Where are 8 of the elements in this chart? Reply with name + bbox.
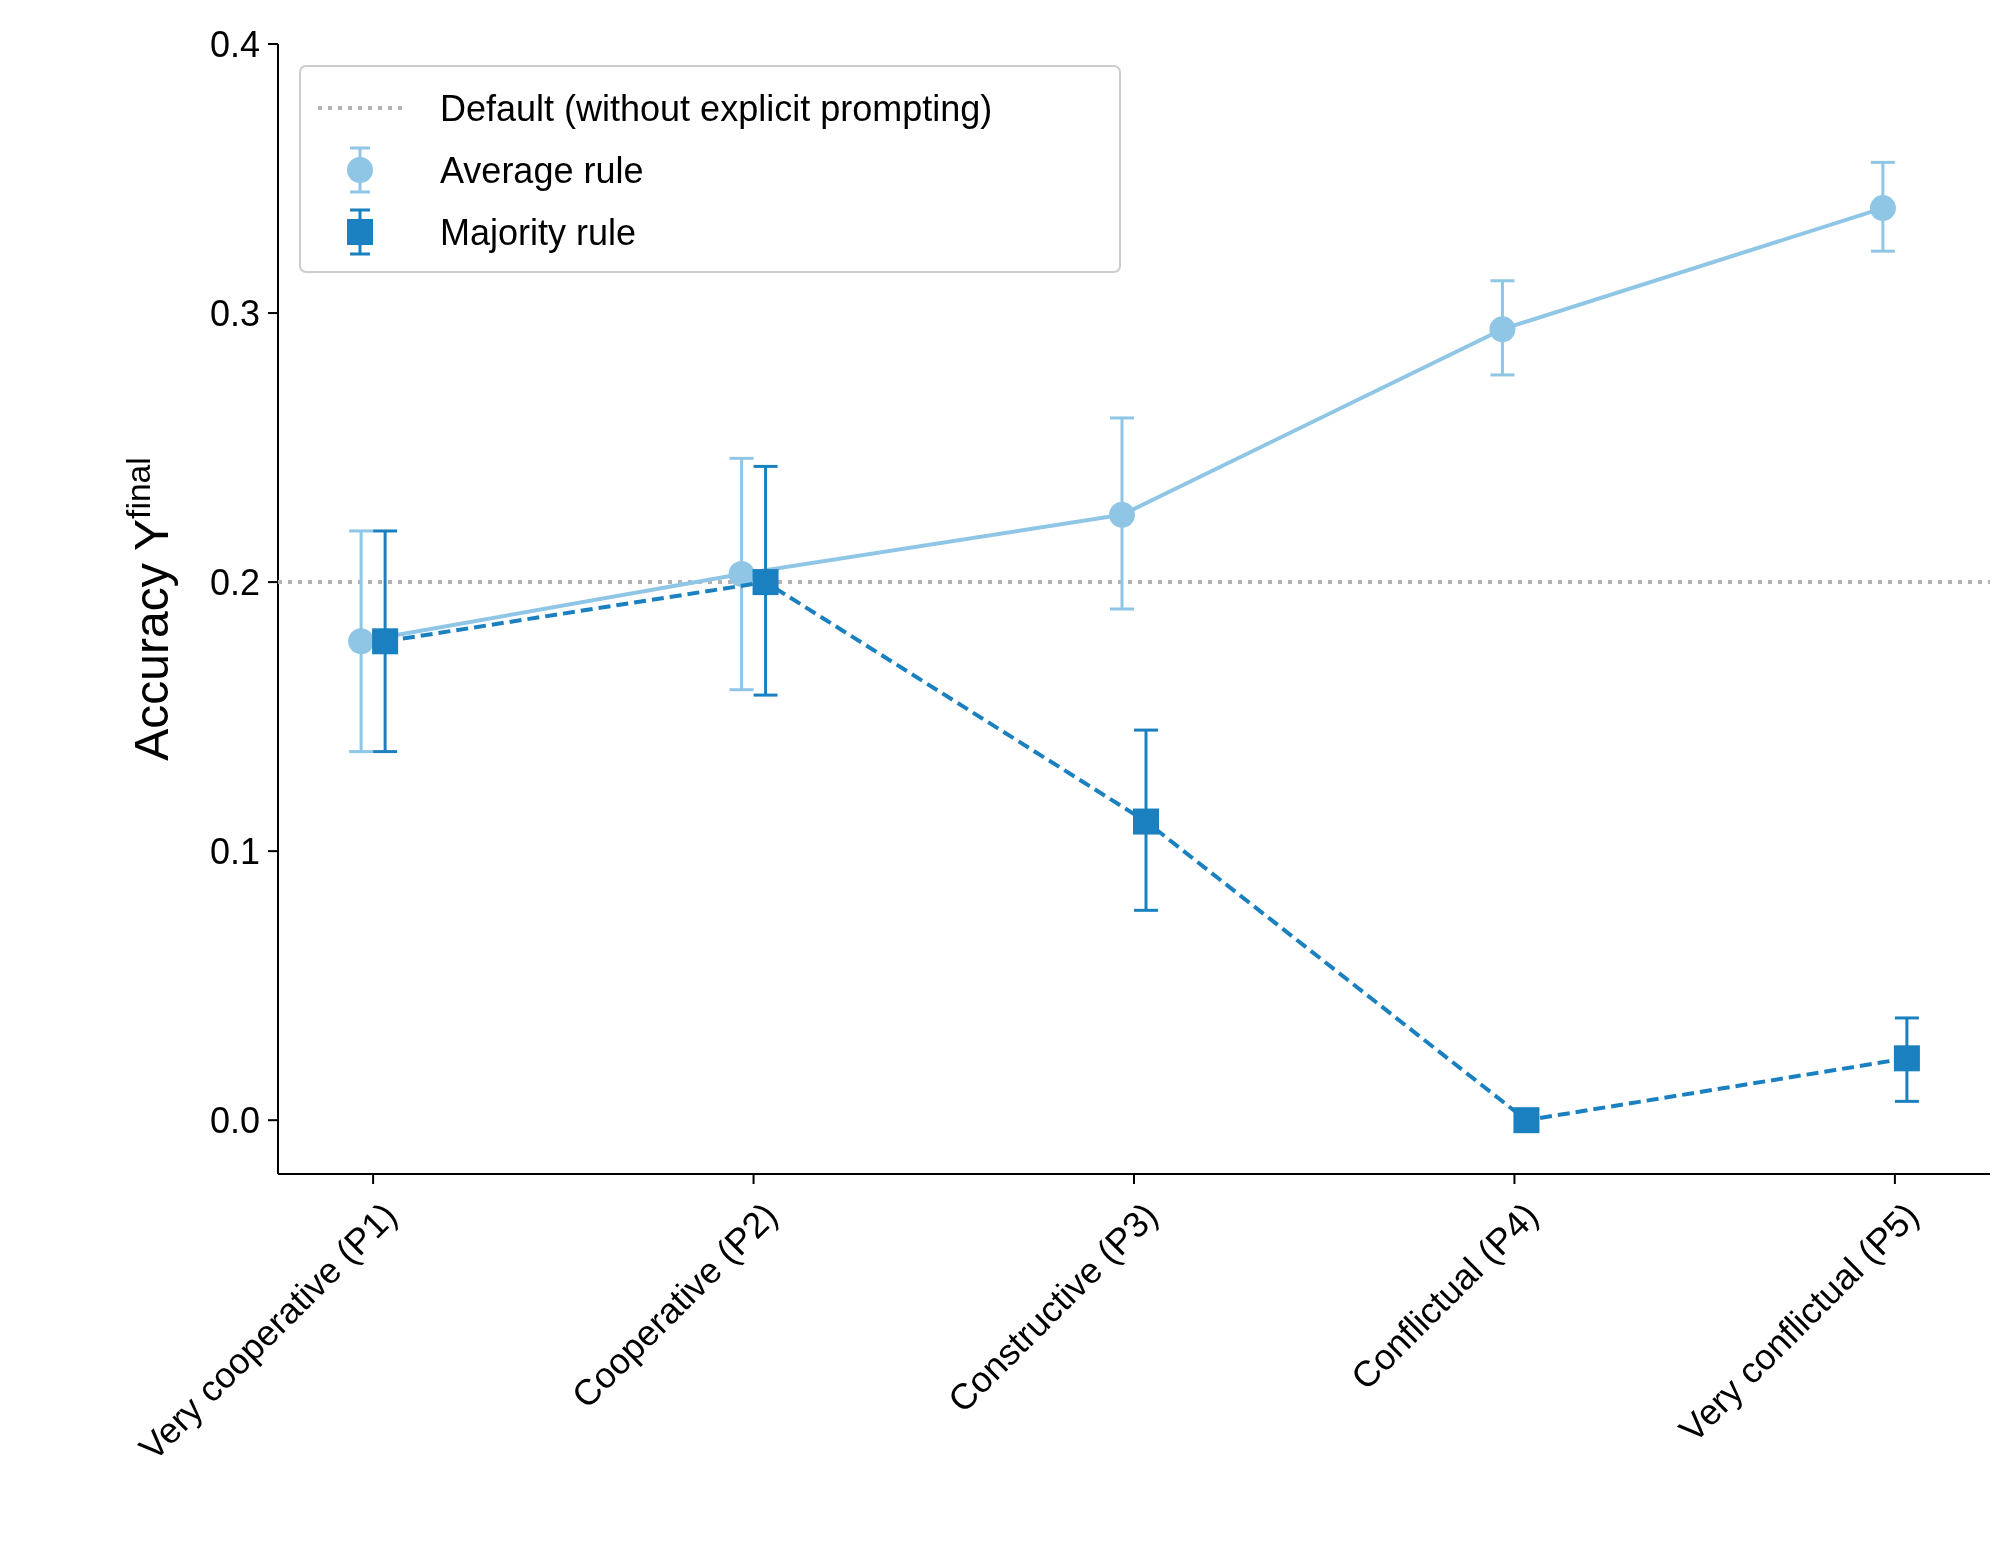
legend-label: Default (without explicit prompting) [440,87,993,129]
y-tick-label: 0.2 [209,561,260,603]
y-tick-label: 0.1 [209,830,260,872]
y-tick-label: 0.4 [209,23,260,65]
y-tick-label: 0.0 [209,1099,260,1141]
legend-label: Average rule [440,149,644,191]
legend-label: Majority rule [440,211,637,253]
y-tick-label: 0.3 [209,292,260,334]
